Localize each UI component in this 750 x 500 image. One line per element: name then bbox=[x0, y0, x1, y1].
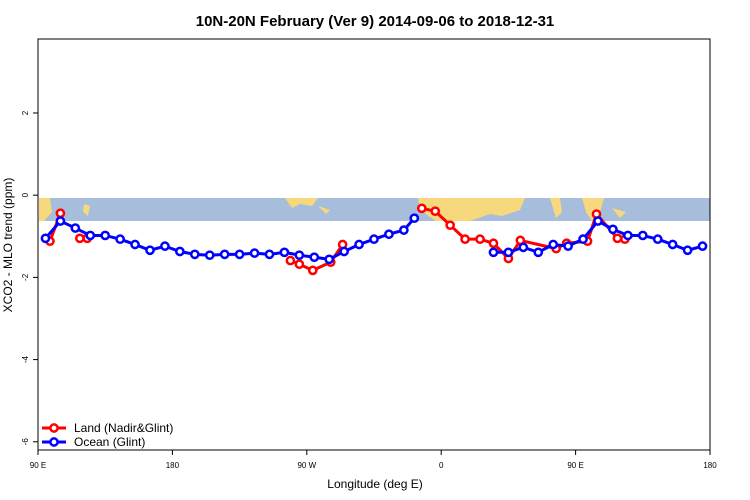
data-point bbox=[548, 239, 559, 250]
data-point bbox=[219, 249, 230, 260]
data-point bbox=[354, 239, 364, 250]
data-point bbox=[399, 225, 409, 235]
y-tick-label: -6 bbox=[21, 438, 30, 446]
data-point bbox=[279, 247, 290, 258]
data-point bbox=[409, 213, 420, 224]
ocean-band bbox=[39, 198, 710, 221]
map-band bbox=[39, 198, 710, 221]
y-tick-label: 2 bbox=[21, 110, 30, 115]
data-point bbox=[70, 223, 81, 233]
data-point bbox=[189, 249, 200, 260]
data-point bbox=[667, 239, 678, 250]
land-shape bbox=[285, 198, 318, 208]
y-tick-label: 0 bbox=[21, 192, 30, 197]
legend-label: Land (Nadir&Glint) bbox=[74, 421, 173, 435]
land-shape bbox=[418, 198, 525, 221]
data-point bbox=[339, 246, 349, 257]
y-tick-label: -2 bbox=[21, 273, 30, 281]
legend-label: Ocean (Glint) bbox=[74, 435, 145, 449]
data-point bbox=[503, 247, 514, 258]
land-shape bbox=[550, 198, 562, 218]
data-point bbox=[55, 208, 66, 219]
data-point bbox=[416, 203, 427, 214]
data-point bbox=[682, 245, 693, 256]
x-tick-label: 0 bbox=[439, 461, 444, 470]
data-point bbox=[445, 220, 456, 231]
land-shape bbox=[318, 206, 330, 214]
legend-marker bbox=[49, 423, 59, 433]
data-point bbox=[145, 245, 155, 256]
data-point bbox=[175, 246, 185, 257]
data-point bbox=[285, 255, 296, 266]
data-point bbox=[264, 249, 275, 260]
data-point bbox=[652, 234, 663, 245]
data-point bbox=[475, 234, 485, 245]
plot-frame bbox=[37, 38, 711, 451]
data-point bbox=[369, 234, 379, 245]
data-point bbox=[100, 230, 111, 241]
land-shape bbox=[39, 198, 52, 221]
data-point bbox=[294, 250, 305, 261]
data-point bbox=[593, 216, 603, 226]
data-point bbox=[488, 247, 499, 258]
data-point bbox=[563, 241, 573, 251]
data-point bbox=[384, 229, 394, 240]
data-point bbox=[430, 206, 441, 217]
data-point bbox=[637, 230, 648, 241]
data-point bbox=[115, 234, 125, 245]
data-point bbox=[533, 247, 544, 258]
data-point bbox=[85, 230, 96, 241]
x-tick-label: 90 E bbox=[567, 461, 583, 470]
x-tick-label: 180 bbox=[166, 461, 180, 470]
y-axis-label: XCO2 - MLO trend (ppm) bbox=[1, 178, 15, 313]
data-point bbox=[234, 249, 245, 260]
land-shape bbox=[83, 204, 90, 216]
data-point bbox=[612, 233, 623, 244]
data-point bbox=[460, 234, 470, 245]
data-point bbox=[160, 241, 170, 251]
data-point bbox=[55, 216, 66, 226]
data-point bbox=[578, 234, 588, 245]
chart-title: 10N-20N February (Ver 9) 2014-09-06 to 2… bbox=[196, 13, 555, 30]
data-point bbox=[249, 248, 260, 258]
data-point bbox=[204, 250, 215, 261]
data-point bbox=[130, 239, 140, 250]
data-point bbox=[608, 224, 618, 235]
x-axis-label: Longitude (deg E) bbox=[327, 477, 422, 491]
x-tick-label: 90 W bbox=[297, 461, 316, 470]
data-point bbox=[294, 259, 305, 270]
data-point bbox=[74, 233, 85, 244]
data-point bbox=[40, 233, 51, 244]
x-tick-label: 90 E bbox=[30, 461, 46, 470]
land-shape bbox=[582, 198, 604, 221]
land-shape bbox=[612, 208, 626, 218]
data-point bbox=[309, 252, 320, 263]
data-point bbox=[623, 230, 633, 241]
data-point bbox=[697, 241, 708, 251]
data-point bbox=[518, 242, 529, 253]
legend-marker bbox=[49, 437, 59, 447]
x-tick-label: 180 bbox=[703, 461, 717, 470]
data-point bbox=[324, 254, 335, 265]
y-tick-label: -4 bbox=[21, 355, 30, 363]
data-point bbox=[488, 238, 499, 249]
data-point bbox=[307, 265, 318, 276]
